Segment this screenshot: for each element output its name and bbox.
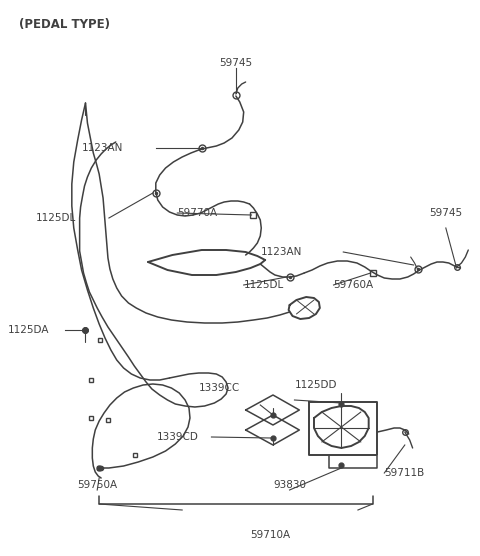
Text: 59710A: 59710A	[250, 530, 290, 540]
Text: 1123AN: 1123AN	[261, 247, 302, 257]
Text: 1123AN: 1123AN	[82, 143, 123, 153]
Text: 93830: 93830	[273, 480, 306, 490]
Text: 1125DL: 1125DL	[36, 213, 76, 223]
Text: 1339CD: 1339CD	[157, 432, 199, 442]
Text: 59711B: 59711B	[384, 468, 424, 478]
Text: 1125DA: 1125DA	[8, 325, 49, 335]
Text: 59770A: 59770A	[177, 208, 217, 218]
Text: 59745: 59745	[219, 58, 252, 68]
Text: 59745: 59745	[429, 208, 462, 218]
Text: 59750A: 59750A	[77, 480, 117, 490]
Text: 59760A: 59760A	[334, 280, 373, 290]
Text: 1125DL: 1125DL	[244, 280, 284, 290]
Text: 1125DD: 1125DD	[294, 380, 337, 390]
Text: 1339CC: 1339CC	[199, 383, 240, 393]
Text: (PEDAL TYPE): (PEDAL TYPE)	[19, 18, 110, 31]
